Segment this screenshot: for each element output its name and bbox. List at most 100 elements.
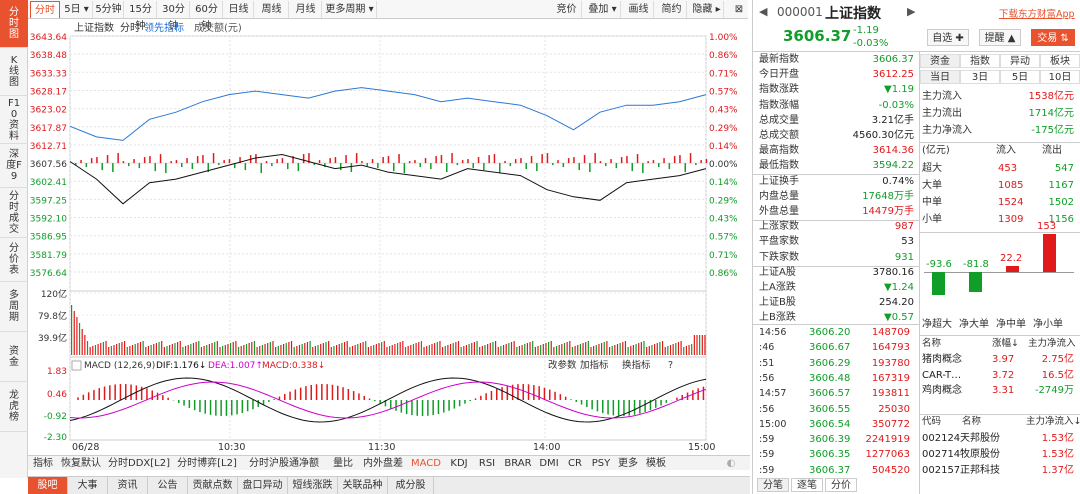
volume-bar [155,343,157,355]
fund-tab-0[interactable]: 资金 [920,54,960,68]
sentiment-bar [695,163,697,166]
stock-name[interactable]: 天邦股份 [960,433,1000,444]
macd-tool-1[interactable]: 加指标 [580,359,609,371]
tick-tab-1[interactable]: 逐笔 [791,478,823,492]
macd-bar [305,386,307,400]
download-app-link[interactable]: 下载东方财富App [999,9,1075,20]
price-tick-label: 3617.87 [30,124,67,134]
field-label: 上A涨跌 [759,282,796,293]
fund-tab-1[interactable]: 指数 [960,54,1000,68]
left-nav-item-4[interactable]: 分时成交 [0,188,28,238]
sentiment-bar [154,163,156,172]
indicator-tab-4[interactable]: 分时沪股通净额 [249,458,319,469]
period-tab-4[interactable]: 30分钟 [158,1,190,32]
tool-button-1[interactable]: 叠加 ▾ [585,1,621,18]
footer-tab-0[interactable]: 股吧 [28,477,68,494]
volume-bar [407,346,409,355]
period-tab-8[interactable]: 月线 [290,1,322,18]
sentiment-bar [499,163,501,174]
footer-tab-3[interactable]: 公告 [148,477,188,494]
period-tab-0[interactable]: 分时 [30,1,60,18]
indicator-tab-5[interactable]: 量比 [333,458,353,469]
prev-stock-icon[interactable]: ◀ [759,5,768,18]
stock-code[interactable]: 002157 [922,465,961,476]
indicator-tab-11[interactable]: DMI [539,458,559,469]
indicator-tab-10[interactable]: BRAR [504,458,532,469]
macd-menu-icon[interactable] [71,360,82,371]
macd-tool-3[interactable]: ? [668,360,673,371]
day-tab-1[interactable]: 3日 [960,70,1000,84]
fund-tab-3[interactable]: 板块 [1040,54,1080,68]
tick-tab-0[interactable]: 分笔 [757,478,789,492]
indicator-tab-7[interactable]: MACD [411,458,441,469]
period-tab-9[interactable]: 更多周期 ▾ [323,1,377,18]
day-tab-3[interactable]: 10日 [1040,70,1080,84]
chart-canvas[interactable]: 上证指数 分时 领先指标 成交额(元) 3643.64 1.00% 3638.48 0.86%… [28,19,750,455]
tool-button-4[interactable]: 隐藏 ▸ [690,1,724,18]
period-tab-6[interactable]: 日线 [224,1,254,18]
tool-button-2[interactable]: 画线 [624,1,654,18]
indicator-tab-6[interactable]: 内外盘差 [363,458,403,469]
tool-button-3[interactable]: 简约 [657,1,687,18]
footer-tab-5[interactable]: 盘口异动 [238,477,288,494]
left-nav-item-7[interactable]: 资金 [0,332,28,382]
volume-bar [177,342,179,355]
stock-name[interactable]: 正邦科技 [960,465,1000,476]
left-nav-item-2[interactable]: F10资料 [0,96,28,144]
concept-name[interactable]: 鸡肉概念 [922,385,962,396]
fund-tab-2[interactable]: 异动 [1000,54,1040,68]
indicator-tab-0[interactable]: 指标 [33,458,53,469]
concept-name[interactable]: CAR-T… [922,369,962,381]
volume-bar [489,343,491,355]
next-stock-icon[interactable]: ▶ [907,5,916,18]
left-nav-item-1[interactable]: K线图 [0,48,28,96]
stock-code[interactable]: 002714 [922,449,961,460]
alert-button[interactable]: 提醒 ▲ [979,29,1021,46]
net-bar-label: 净小单 [1033,319,1063,330]
add-watchlist-button[interactable]: 自选 ✚ [927,29,969,46]
tick-tab-2[interactable]: 分价 [825,478,857,492]
volume-bar [102,342,104,355]
period-tab-1[interactable]: 5日 ▾ [61,1,93,18]
concept-separator [920,335,1080,336]
footer-tab-1[interactable]: 大事 [68,477,108,494]
left-nav-item-8[interactable]: 龙虎榜 [0,382,28,432]
concept-name[interactable]: 猪肉概念 [922,354,962,365]
footer-tab-2[interactable]: 资讯 [108,477,148,494]
left-nav-item-3[interactable]: 深度F9 [0,144,28,188]
day-tab-2[interactable]: 5日 [1000,70,1040,84]
period-tab-7[interactable]: 周线 [255,1,289,18]
left-nav-item-0[interactable]: 分时图 [0,0,28,48]
macd-tool-2[interactable]: 换指标 [622,359,651,371]
indicator-tab-9[interactable]: RSI [478,458,496,469]
indicator-tab-14[interactable]: 更多 [618,458,638,469]
footer-tab-7[interactable]: 关联品种 [338,477,388,494]
footer-tab-6[interactable]: 短线涨跌 [288,477,338,494]
indicator-tab-15[interactable]: 模板 [646,458,666,469]
left-nav-item-5[interactable]: 分价表 [0,238,28,282]
stock-name[interactable]: 牧原股份 [960,449,1000,460]
trade-button[interactable]: 交易 ⇅ [1031,29,1075,46]
indicator-tab-1[interactable]: 恢复默认 [61,458,101,469]
day-tab-0[interactable]: 当日 [920,70,960,84]
indicator-tab-8[interactable]: KDJ [450,458,468,469]
indicator-tab-2[interactable]: 分时DDX[L2] [108,458,170,469]
tool-button-0[interactable]: 竞价 [552,1,582,18]
indicator-tab-12[interactable]: CR [568,458,582,469]
period-tab-5[interactable]: 60分钟 [191,1,223,32]
footer-tab-4[interactable]: 贡献点数 [188,477,238,494]
stock-code[interactable]: 002124 [922,433,961,444]
macd-tool-0[interactable]: 改参数 [548,359,577,371]
indicator-tab-3[interactable]: 分时博弈[L2] [177,458,237,469]
footer-tab-8[interactable]: 成分股 [388,477,434,494]
left-nav-item-6[interactable]: 多周期 [0,282,28,332]
period-tab-2[interactable]: 5分钟 [94,1,124,18]
indicator-tab-13[interactable]: PSY [591,458,611,469]
fund-flow-value: -175亿元 [1031,125,1074,136]
period-tab-3[interactable]: 15分钟 [125,1,157,32]
volume-bar [224,345,226,355]
toggle-icon[interactable]: ◐ [726,458,736,469]
field-label: 下跌家数 [759,251,799,263]
volume-bar [611,346,613,355]
close-panel-icon[interactable]: ⊠ [734,4,744,15]
